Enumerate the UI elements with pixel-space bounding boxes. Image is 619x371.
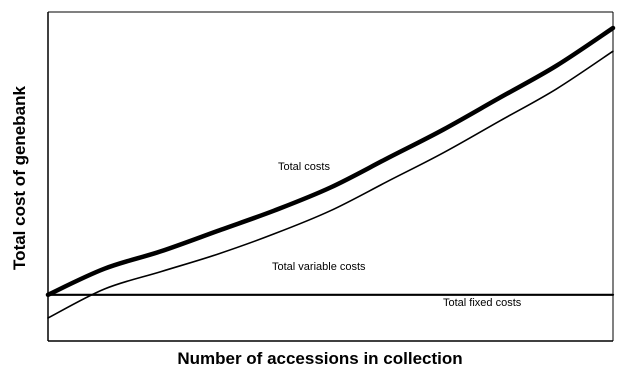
series-label-layer: Total costs Total variable costs Total fix… — [272, 161, 522, 309]
y-axis-title: Total cost of genebank — [10, 86, 29, 270]
x-axis-title: Number of accessions in collection — [177, 349, 462, 368]
total-costs-label: Total costs — [278, 161, 330, 173]
total-variable-costs-line — [47, 50, 614, 319]
total-costs-line — [45, 25, 616, 298]
total-variable-costs-label: Total variable costs — [272, 261, 366, 273]
series-layer — [45, 25, 616, 319]
chart-axes — [47, 11, 614, 342]
total-fixed-costs-label: Total fixed costs — [443, 297, 522, 309]
